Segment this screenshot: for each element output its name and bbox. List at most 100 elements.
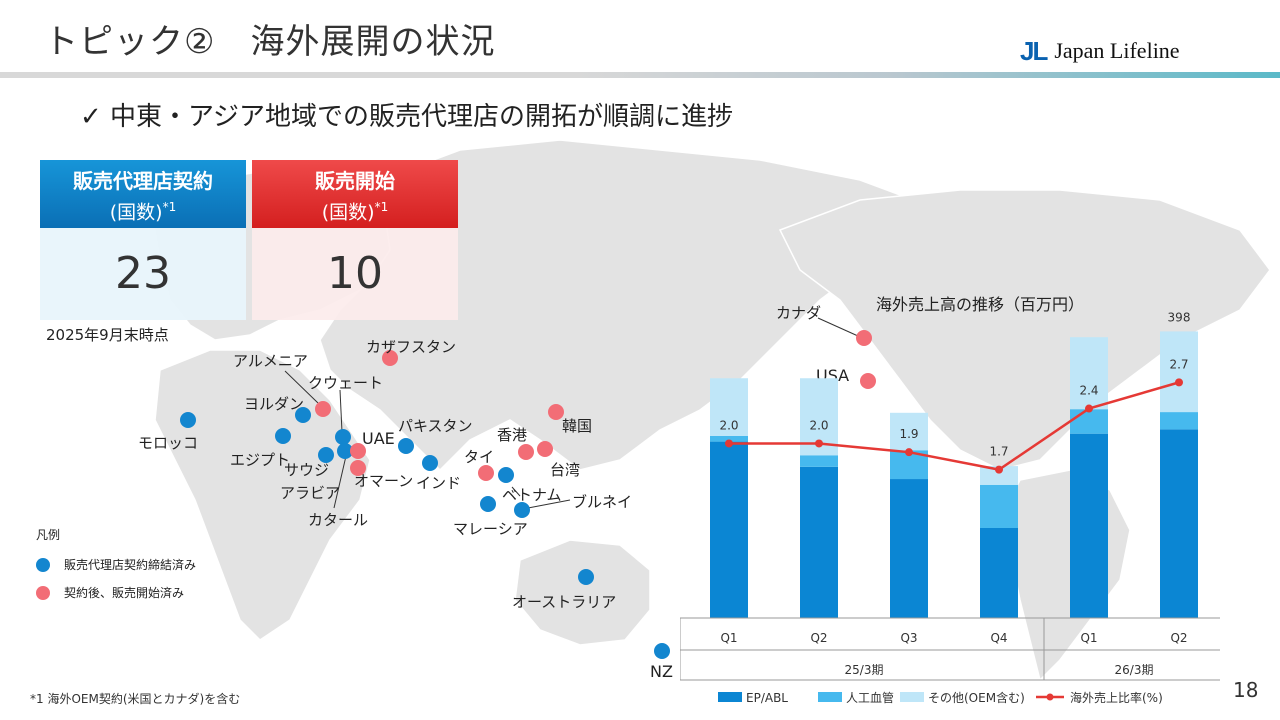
marker-kazakhstan	[382, 350, 398, 366]
bar-2-2	[800, 455, 838, 467]
marker-korea	[548, 404, 564, 420]
x-tick-label: Q2	[810, 631, 827, 645]
ratio-label: 2.0	[719, 418, 738, 432]
marker-australia	[578, 569, 594, 585]
legend-swatch	[818, 692, 842, 702]
bar-1-3	[890, 479, 928, 618]
legend-line-marker	[1046, 693, 1054, 701]
legend-label: その他(OEM含む)	[928, 690, 1025, 705]
marker-pakistan	[398, 438, 414, 454]
map-legend-started-label: 契約後、販売開始済み	[64, 586, 185, 600]
chart-bars: 398	[710, 310, 1198, 618]
kpi-sales-started-value: 10	[252, 228, 458, 320]
kpi-agent-contracts-value: 23	[40, 228, 246, 320]
group-label: 26/3期	[1115, 663, 1154, 677]
bar-1-6	[1160, 429, 1198, 618]
ratio-line	[729, 381, 1180, 471]
bar-1-5	[1070, 433, 1108, 618]
total-label: 398	[1168, 310, 1191, 324]
label-qatar: カタール	[308, 511, 369, 529]
label-korea: 韓国	[562, 417, 593, 435]
kpi-agent-contracts-header: 販売代理店契約 (国数)*1	[40, 160, 246, 228]
marker-taiwan	[537, 441, 553, 457]
marker-brunei	[514, 502, 530, 518]
red-dot-icon	[36, 585, 50, 600]
label-thailand: タイ	[464, 448, 495, 466]
ratio-label: 1.7	[989, 445, 1008, 459]
kpi-agent-contracts-unit: (国数)*1	[109, 200, 177, 224]
bar-3-6	[1160, 331, 1198, 413]
marker-jordan	[295, 407, 311, 423]
marker-oman	[350, 460, 366, 476]
marker-morocco	[180, 412, 196, 428]
kpi-agent-contracts-title: 販売代理店契約	[73, 169, 213, 193]
ratio-point	[815, 439, 823, 448]
marker-malaysia	[480, 496, 496, 512]
label-morocco: モロッコ	[138, 434, 199, 452]
ratio-label: 2.4	[1079, 384, 1098, 398]
legend-label: 海外売上比率(%)	[1070, 690, 1163, 705]
x-tick-label: Q2	[1170, 631, 1187, 645]
kpi-sales-started-title: 販売開始	[315, 169, 395, 193]
label-nz: NZ	[650, 662, 673, 681]
label-india: インド	[416, 474, 462, 492]
ratio-point	[905, 448, 913, 457]
label-uae: UAE	[362, 429, 395, 448]
label-kuwait: クウェート	[308, 374, 384, 392]
legend-swatch	[900, 692, 924, 702]
footnote: *1 海外OEM契約(米国とカナダ)を含む	[30, 692, 241, 706]
footnote-ref: *1	[374, 200, 389, 214]
overseas-sales-chart: 海外売上高の推移（百万円） 398 25/3期 26/3期 Q1 Q2 Q3 Q4 Q1 Q2…	[680, 295, 1220, 705]
map-africa	[154, 349, 371, 641]
map-legend-title: 凡例	[36, 528, 61, 542]
bar-3-4	[980, 466, 1018, 485]
ratio-point	[1085, 404, 1093, 413]
map-australia	[514, 539, 651, 646]
bar-3-1	[710, 378, 748, 436]
label-taiwan: 台湾	[550, 461, 581, 479]
legend-label: 人工血管	[846, 690, 894, 705]
bar-3-5	[1070, 337, 1108, 410]
label-pakistan: パキスタン	[398, 417, 473, 435]
marker-armenia	[315, 401, 331, 417]
bar-1-4	[980, 528, 1018, 618]
x-tick-label: Q3	[900, 631, 917, 645]
marker-thailand	[478, 465, 494, 481]
marker-qatar	[337, 443, 353, 459]
bar-2-1	[710, 435, 748, 442]
logo-mark: JL	[1020, 35, 1048, 66]
marker-hongkong	[518, 444, 534, 460]
subheading: ✓ 中東・アジア地域での販売代理店の開拓が順調に進捗	[80, 102, 734, 132]
ratio-point	[995, 465, 1003, 474]
label-armenia: アルメニア	[233, 352, 308, 370]
group-label: 25/3期	[845, 663, 884, 677]
ratio-point	[1175, 378, 1183, 387]
title-divider	[0, 72, 1280, 78]
bar-2-6	[1160, 412, 1198, 430]
marker-usa	[860, 373, 876, 389]
legend-label: EP/ABL	[746, 691, 788, 705]
label-saudi: サウジ	[284, 461, 330, 479]
marker-vietnam	[498, 467, 514, 483]
map-asia	[319, 140, 951, 472]
label-canada: カナダ	[776, 304, 822, 322]
ratio-label: 2.0	[809, 418, 828, 432]
label-brunei: ブルネイ	[572, 493, 633, 511]
page-title: トピック② 海外展開の状況	[44, 22, 496, 62]
label-hongkong: 香港	[497, 426, 528, 444]
chart-legend: EP/ABL 人工血管 その他(OEM含む) 海外売上比率(%)	[718, 690, 1163, 705]
marker-saudi-arabia	[318, 447, 334, 463]
x-tick-label: Q1	[720, 631, 737, 645]
ratio-label: 1.9	[899, 427, 918, 441]
ratio-label: 2.7	[1169, 357, 1188, 371]
blue-dot-icon	[36, 557, 50, 572]
label-arabia: アラビア	[280, 484, 341, 502]
company-logo: JL Japan Lifeline	[1020, 36, 1180, 66]
x-tick-label: Q4	[990, 631, 1007, 645]
as-of-date: 2025年9月末時点	[46, 326, 169, 344]
chart-title: 海外売上高の推移（百万円）	[876, 295, 1084, 314]
page-number: 18	[1233, 678, 1259, 702]
map-legend-contracted-label: 販売代理店契約締結済み	[64, 558, 197, 572]
label-malaysia: マレーシア	[453, 520, 528, 538]
logo-text: Japan Lifeline	[1054, 38, 1180, 63]
